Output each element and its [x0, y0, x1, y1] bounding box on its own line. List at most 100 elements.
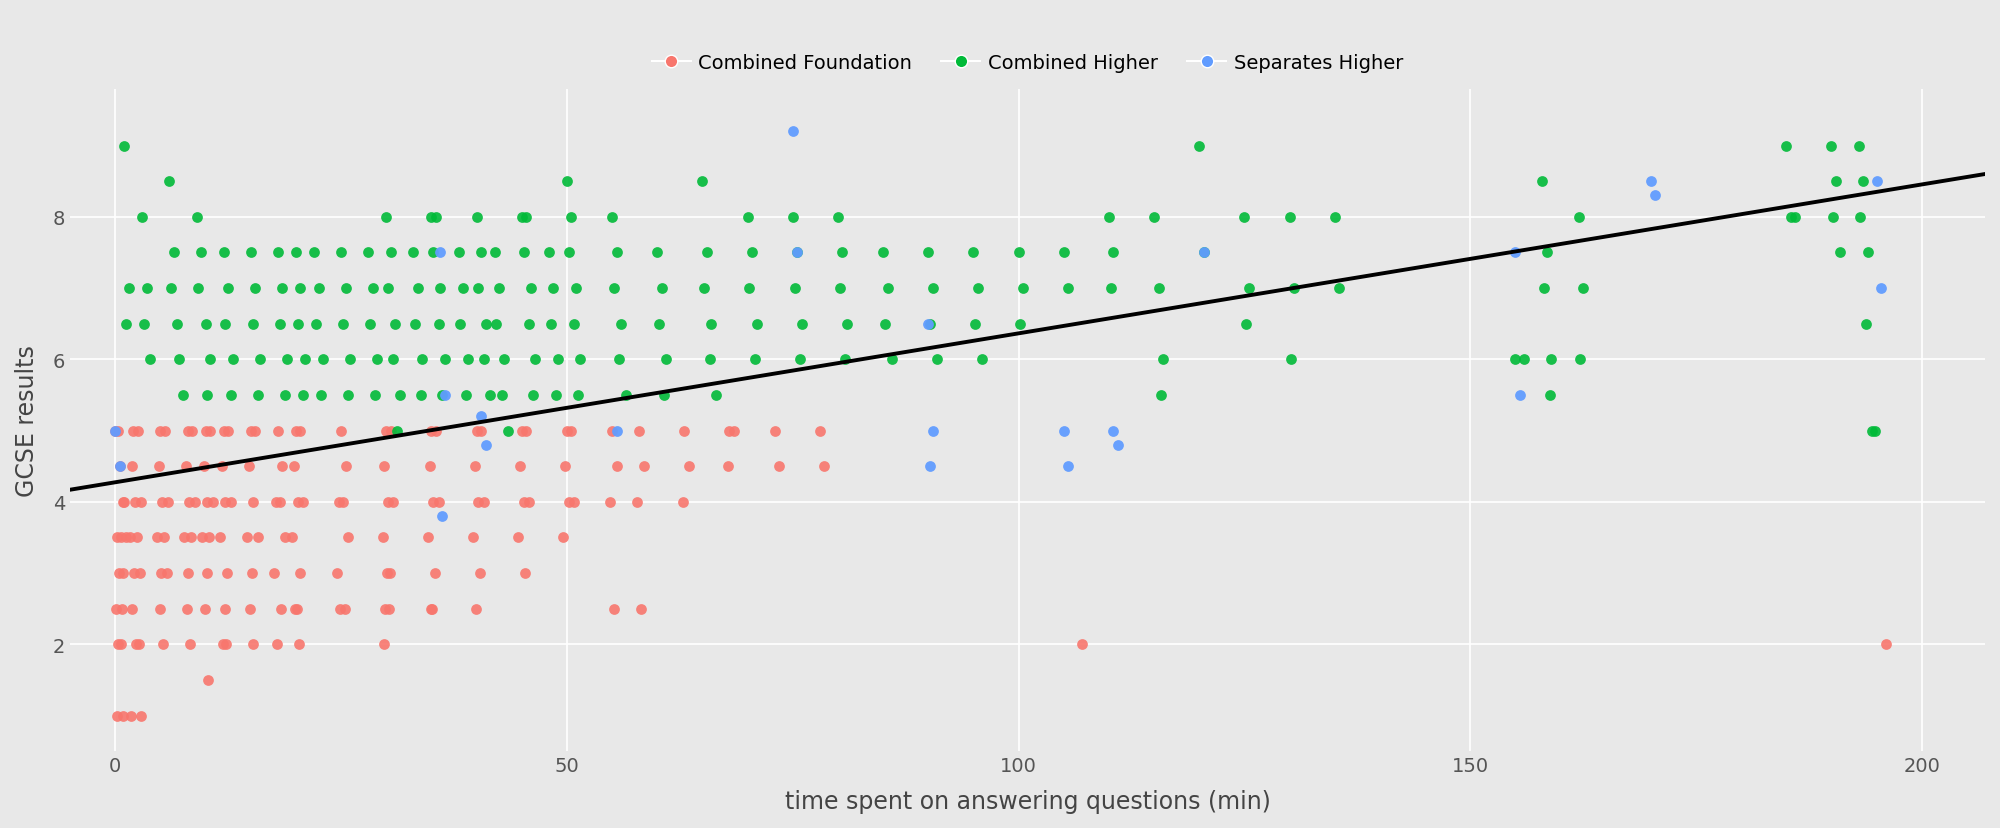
Point: [550, 425, 582, 438]
Point: [178, 496, 210, 509]
Point: [1052, 282, 1084, 296]
Point: [428, 354, 460, 367]
Point: [712, 460, 744, 474]
Point: [242, 389, 274, 402]
Point: [282, 318, 314, 331]
Point: [776, 211, 808, 224]
Point: [194, 532, 226, 545]
Point: [208, 247, 240, 260]
Point: [104, 638, 136, 651]
Point: [260, 496, 292, 509]
Point: [260, 638, 292, 651]
Point: [1850, 318, 1882, 331]
Point: [134, 354, 166, 367]
Point: [158, 247, 190, 260]
Point: [378, 496, 410, 509]
Point: [470, 439, 502, 452]
Point: [876, 354, 908, 367]
Point: [1568, 282, 1600, 296]
Point: [1860, 176, 1892, 189]
Point: [420, 567, 452, 580]
Point: [330, 460, 362, 474]
Point: [174, 638, 206, 651]
Point: [468, 354, 500, 367]
Point: [130, 282, 162, 296]
Point: [302, 282, 334, 296]
Point: [506, 425, 538, 438]
Point: [1640, 190, 1672, 203]
Point: [356, 282, 388, 296]
Point: [598, 282, 630, 296]
Point: [688, 282, 720, 296]
Point: [1142, 282, 1174, 296]
Point: [508, 247, 540, 260]
Point: [1844, 211, 1876, 224]
Point: [448, 282, 480, 296]
Point: [1008, 282, 1040, 296]
Point: [186, 532, 218, 545]
Point: [214, 389, 246, 402]
Point: [460, 211, 492, 224]
Point: [280, 425, 312, 438]
Point: [170, 602, 202, 615]
Point: [172, 567, 204, 580]
Point: [270, 532, 302, 545]
Point: [124, 496, 156, 509]
Point: [642, 247, 674, 260]
Point: [466, 410, 498, 423]
Point: [534, 318, 566, 331]
Point: [204, 532, 236, 545]
Point: [508, 496, 540, 509]
Point: [280, 247, 312, 260]
Point: [190, 567, 222, 580]
Point: [210, 638, 242, 651]
Point: [322, 567, 354, 580]
Point: [104, 532, 136, 545]
Point: [558, 318, 590, 331]
Point: [1870, 638, 1902, 651]
Point: [962, 282, 994, 296]
Point: [148, 532, 180, 545]
Point: [1138, 211, 1170, 224]
Point: [372, 282, 404, 296]
Point: [332, 532, 364, 545]
Point: [192, 496, 224, 509]
Point: [122, 638, 154, 651]
Point: [600, 247, 632, 260]
Point: [370, 602, 402, 615]
Point: [326, 496, 358, 509]
Point: [450, 389, 482, 402]
Point: [330, 282, 362, 296]
Point: [650, 354, 682, 367]
Point: [914, 460, 946, 474]
Point: [422, 496, 454, 509]
Point: [734, 282, 766, 296]
Point: [100, 425, 132, 438]
Point: [872, 282, 904, 296]
Point: [236, 567, 268, 580]
Point: [168, 389, 200, 402]
Point: [1504, 389, 1536, 402]
Point: [782, 247, 814, 260]
Point: [718, 425, 750, 438]
Point: [162, 354, 194, 367]
Point: [234, 602, 266, 615]
Point: [1092, 211, 1124, 224]
Point: [470, 318, 502, 331]
Point: [1048, 247, 1080, 260]
Point: [514, 282, 546, 296]
Point: [460, 425, 492, 438]
Point: [460, 602, 492, 615]
Point: [512, 496, 544, 509]
Point: [914, 318, 946, 331]
Point: [280, 602, 312, 615]
Point: [374, 425, 406, 438]
Point: [672, 460, 704, 474]
Point: [1184, 140, 1216, 153]
Point: [100, 602, 132, 615]
Point: [804, 425, 836, 438]
Point: [214, 496, 246, 509]
Point: [700, 389, 732, 402]
Point: [808, 460, 840, 474]
Point: [282, 496, 314, 509]
